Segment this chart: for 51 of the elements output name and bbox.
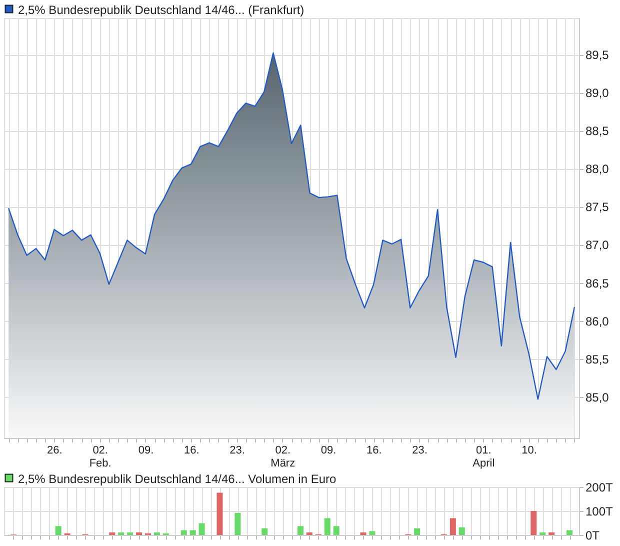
x-tick-label: 02. März: [270, 444, 296, 470]
bar: [540, 532, 546, 535]
y-tick-label: 85,0: [586, 390, 610, 404]
y-tick-label: 200T: [586, 480, 614, 494]
legend-label: 2,5% Bundesrepublik Deutschland 14/46... Volumen in Euro: [18, 472, 337, 486]
bar: [566, 530, 573, 535]
bar: [324, 518, 330, 535]
bar: [297, 526, 304, 535]
bar: [306, 532, 312, 535]
x-tick-label: 23.: [412, 444, 428, 456]
bar: [369, 531, 376, 535]
x-tick-label: 23.: [230, 444, 245, 456]
x-tick-label: 16.: [366, 444, 382, 456]
y-tick-label: 86,0: [586, 314, 610, 328]
bar: [127, 532, 134, 535]
x-tick-label: 01. April: [472, 444, 495, 470]
bar: [190, 530, 196, 535]
y-tick-label: 88,0: [586, 162, 610, 176]
x-tick-label: 10.: [522, 444, 537, 456]
y-tick-label: 88,5: [586, 124, 610, 138]
x-tick-label: 09.: [138, 444, 154, 456]
bar: [216, 492, 223, 535]
y-tick-label: 87,0: [586, 238, 610, 252]
bar: [333, 526, 340, 535]
y-tick-label: 0T: [586, 528, 600, 542]
y-tick-label: 86,5: [586, 276, 610, 290]
bar: [109, 532, 116, 535]
x-tick-label: 26.: [47, 444, 62, 456]
y-tick-label: 89,5: [586, 48, 610, 62]
bar: [548, 532, 555, 535]
bar: [414, 528, 420, 535]
x-tick-label: 16.: [184, 444, 200, 456]
bar: [530, 511, 537, 535]
x-tick-label: 02. Feb.: [89, 444, 112, 470]
x-tick-label: 09.: [320, 444, 336, 456]
y-tick-label: 85,5: [586, 352, 610, 366]
bar: [136, 532, 142, 535]
bar: [234, 512, 241, 535]
bar: [450, 518, 456, 535]
y-tick-label: 87,5: [586, 200, 610, 214]
y-tick-label: 100T: [586, 504, 614, 518]
legend-label: 2,5% Bundesrepublik Deutschland 14/46... (Frankfurt): [18, 3, 304, 17]
y-tick-label: 89,0: [586, 86, 610, 100]
bar: [360, 532, 366, 535]
bar: [198, 523, 205, 535]
bar: [458, 527, 465, 535]
bar: [262, 528, 268, 535]
bar: [154, 532, 160, 535]
bar: [55, 526, 62, 535]
bar: [180, 530, 187, 535]
bar: [118, 532, 124, 535]
